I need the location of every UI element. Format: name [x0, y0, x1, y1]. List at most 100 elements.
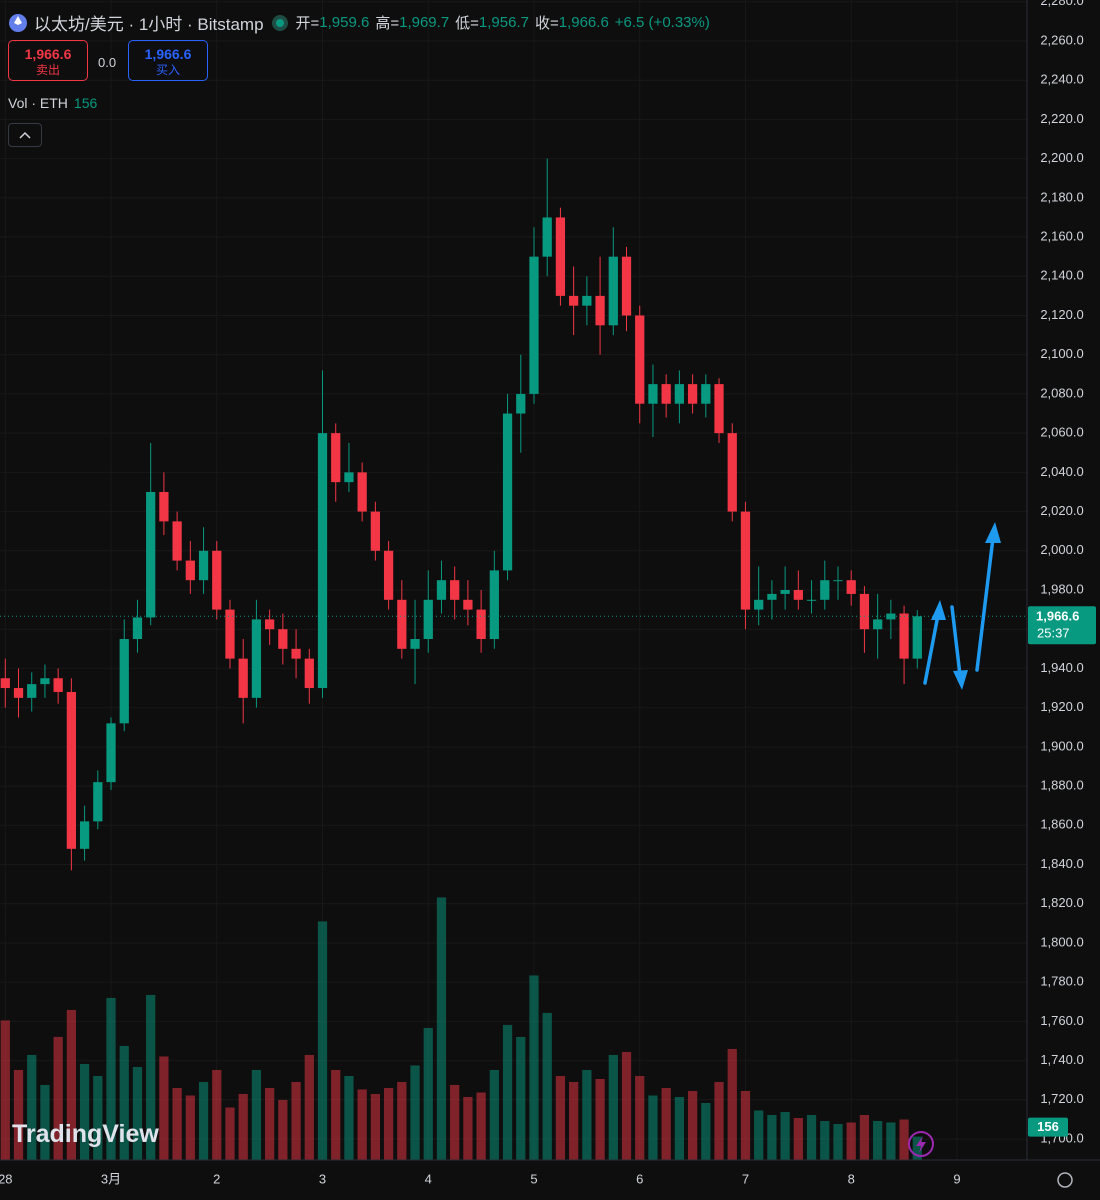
ohlc-label: 收= — [534, 15, 559, 32]
candle-body — [198, 550, 209, 581]
candle-body — [383, 550, 394, 600]
candle-body — [13, 688, 24, 698]
volume-bar — [370, 1093, 381, 1160]
volume-bar — [238, 1093, 248, 1160]
volume-bar — [251, 1069, 262, 1160]
candle-body — [873, 619, 883, 630]
candle-body — [317, 433, 328, 689]
volume-bar — [780, 1111, 790, 1160]
x-tick-label: 4 — [425, 1171, 432, 1186]
spread: 0.0 — [98, 55, 117, 70]
price-tag-price: 1,966.6 — [1036, 609, 1079, 624]
volume-bar — [502, 1024, 513, 1160]
collapse-button[interactable] — [8, 123, 42, 147]
volume-bar — [608, 1054, 618, 1160]
volume-bar — [873, 1120, 883, 1160]
candle-body — [912, 616, 922, 659]
candle-body — [410, 639, 420, 649]
volume-bar — [93, 1075, 103, 1160]
volume-bar — [569, 1081, 579, 1160]
y-tick-label: 2,120.0 — [1040, 307, 1083, 322]
volume-bar — [463, 1096, 473, 1160]
ohlc-value: 1,966.6 — [558, 14, 609, 31]
sell-button[interactable]: 1,966.6 卖出 — [8, 40, 88, 81]
ohlc-label: 高= — [375, 15, 400, 32]
volume-bar — [291, 1081, 301, 1160]
candle-body — [621, 256, 632, 316]
ohlc-value: 1,956.7 — [478, 14, 529, 31]
volume-bar — [820, 1120, 830, 1160]
volume-bar — [198, 1081, 209, 1160]
candle-body — [899, 613, 909, 659]
volume-bar — [846, 1122, 856, 1160]
volume-bar — [423, 1027, 433, 1160]
settings-icon[interactable] — [1057, 1172, 1073, 1188]
y-tick-label: 2,140.0 — [1040, 268, 1083, 283]
alert-icon[interactable] — [908, 1131, 934, 1157]
volume-bar — [582, 1069, 592, 1160]
y-tick-label: 2,000.0 — [1040, 542, 1083, 557]
arrow — [950, 605, 962, 677]
price-tag-bg — [1028, 606, 1096, 645]
candle-body — [66, 691, 77, 849]
candle-body — [106, 723, 116, 783]
candle-body — [119, 639, 129, 724]
arrowhead — [953, 670, 968, 690]
x-tick-label: 28 — [0, 1171, 13, 1186]
candle-body — [502, 413, 513, 571]
candle-body — [687, 384, 698, 404]
y-tick-label: 2,200.0 — [1040, 150, 1083, 165]
volume-bar — [767, 1114, 777, 1160]
volume-bar — [833, 1123, 843, 1160]
x-tick-label: 6 — [636, 1171, 643, 1186]
volume-bar — [661, 1087, 671, 1160]
buy-price: 1,966.6 — [144, 46, 192, 62]
volume-bar — [489, 1069, 499, 1160]
change: +6.5 (+0.33%) — [614, 14, 710, 31]
candle-body — [569, 295, 579, 306]
y-tick-label: 2,280.0 — [1040, 0, 1083, 8]
volume-tag-bg — [1028, 1117, 1068, 1137]
volume-bar — [172, 1087, 182, 1160]
arrow — [923, 613, 940, 685]
volume-bar — [899, 1119, 909, 1160]
candle-body — [701, 384, 711, 404]
volume-bar — [912, 1136, 922, 1160]
candle-body — [265, 619, 275, 630]
volume-bar — [212, 1069, 222, 1160]
volume-bar — [555, 1075, 566, 1160]
candle-body — [79, 821, 90, 849]
candle-body — [463, 599, 473, 610]
candle-body — [225, 609, 235, 659]
volume-tag-value: 156 — [1037, 1119, 1059, 1134]
eth-icon — [9, 13, 27, 32]
volume-bar — [793, 1117, 803, 1160]
volume-bar — [727, 1048, 737, 1160]
x-tick-label: 8 — [848, 1171, 855, 1186]
volume-bar — [106, 997, 116, 1160]
candle-body — [529, 256, 539, 394]
volume-bar — [304, 1054, 314, 1160]
sell-price: 1,966.6 — [24, 46, 72, 62]
y-tick-label: 2,160.0 — [1040, 228, 1083, 243]
volume-bar — [635, 1075, 645, 1160]
y-tick-label: 1,900.0 — [1040, 738, 1083, 753]
arrowhead — [931, 600, 946, 620]
y-tick-label: 2,220.0 — [1040, 111, 1083, 126]
candle-body — [93, 782, 103, 822]
buy-button[interactable]: 1,966.6 买入 — [128, 40, 208, 81]
volume-bar — [66, 1009, 77, 1160]
candle-body — [489, 570, 499, 640]
candle-body — [146, 491, 156, 618]
candle-body — [859, 593, 870, 630]
candle-body — [833, 580, 843, 582]
candle-body — [251, 619, 262, 698]
y-tick-label: 1,980.0 — [1040, 581, 1083, 596]
x-tick-label: 3 — [319, 1171, 326, 1186]
volume-bar — [265, 1087, 275, 1160]
volume-bar — [79, 1063, 90, 1160]
volume-bar — [344, 1075, 354, 1160]
candle-body — [516, 393, 526, 414]
